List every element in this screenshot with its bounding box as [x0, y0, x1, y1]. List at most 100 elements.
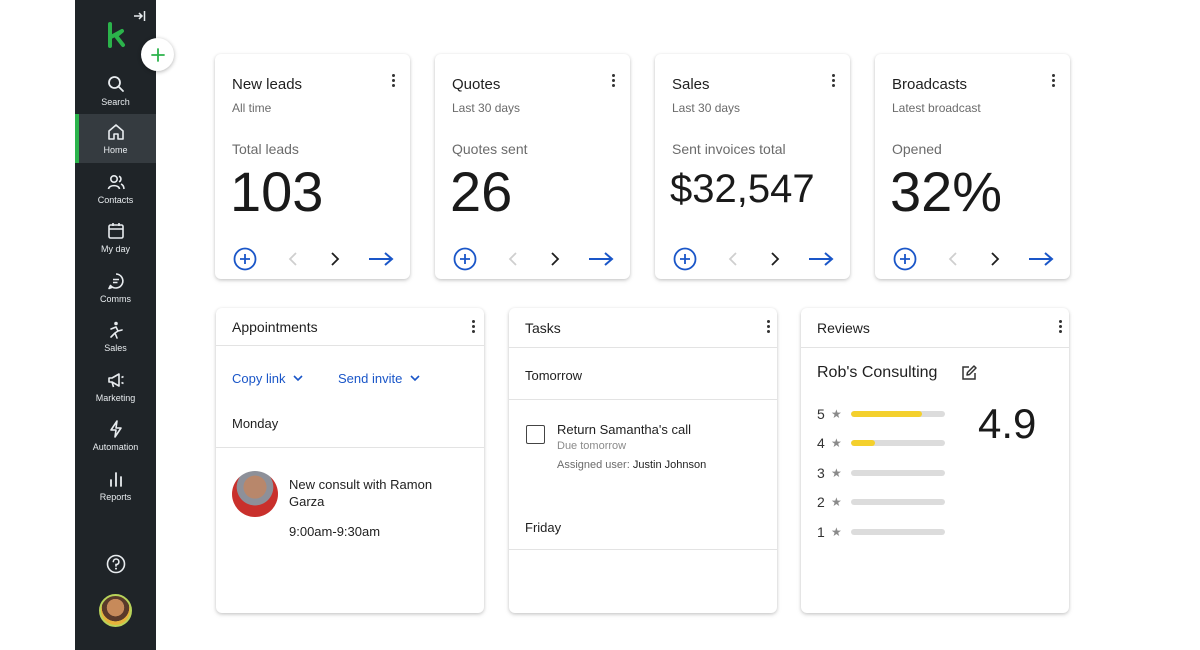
logo-icon[interactable]	[107, 22, 127, 48]
next-button[interactable]	[987, 246, 1003, 272]
chevron-left-icon	[508, 252, 517, 266]
plus-icon	[150, 47, 165, 62]
home-icon	[107, 124, 124, 140]
metric-value: $32,547	[670, 167, 815, 211]
card-subtitle: All time	[232, 101, 272, 115]
card-menu-icon[interactable]	[1050, 72, 1056, 90]
add-new-button[interactable]	[141, 38, 174, 71]
add-circle-button[interactable]	[672, 246, 698, 272]
calendar-icon	[107, 223, 124, 239]
open-arrow-button[interactable]	[807, 246, 835, 272]
star-icon: ★	[831, 525, 842, 539]
sidebar-item-comms[interactable]: Comms	[75, 263, 156, 312]
card-menu-icon[interactable]	[765, 318, 771, 336]
task-checkbox[interactable]	[526, 425, 545, 444]
tasks-card: Tasks Tomorrow Return Samantha's call Du…	[509, 308, 777, 613]
sidebar-item-label: My day	[100, 244, 130, 254]
prev-button[interactable]	[945, 246, 961, 272]
sales-card: Sales Last 30 days Sent invoices total $…	[655, 54, 850, 279]
next-button[interactable]	[767, 246, 783, 272]
average-rating: 4.9	[978, 400, 1037, 447]
arrow-right-icon	[589, 252, 614, 266]
rating-bar	[851, 529, 945, 535]
sidebar-item-reports[interactable]: Reports	[75, 461, 156, 510]
metric-value: 26	[450, 160, 513, 223]
prev-button[interactable]	[725, 246, 741, 272]
add-circle-button[interactable]	[232, 246, 258, 272]
sidebar-item-label: Home	[103, 145, 128, 155]
sidebar-item-sales[interactable]: Sales	[75, 312, 156, 361]
sidebar-item-label: Automation	[92, 442, 139, 452]
contact-avatar	[232, 471, 278, 517]
chevron-down-icon	[410, 375, 420, 382]
sidebar-item-my-day[interactable]: My day	[75, 213, 156, 262]
prev-button[interactable]	[285, 246, 301, 272]
sidebar-item-marketing[interactable]: Marketing	[75, 362, 156, 411]
card-header: Tasks	[509, 308, 777, 348]
reviews-card: Reviews Rob's Consulting 5 ★ 4 ★ 3 ★ 2 ★	[801, 308, 1069, 613]
business-name: Rob's Consulting	[817, 364, 938, 381]
day-section: Friday	[509, 502, 777, 550]
appointment-title[interactable]: New consult with Ramon Garza	[289, 477, 433, 509]
star-icon: ★	[831, 495, 842, 509]
sidebar-item-contacts[interactable]: Contacts	[75, 164, 156, 213]
send-invite-button[interactable]: Send invite	[338, 371, 420, 386]
card-menu-icon[interactable]	[390, 72, 396, 90]
task-title[interactable]: Return Samantha's call	[557, 422, 691, 437]
copy-link-label: Copy link	[232, 371, 286, 386]
rating-stars-count: 1	[817, 524, 825, 540]
card-menu-icon[interactable]	[830, 72, 836, 90]
rating-bar	[851, 411, 945, 417]
rating-bar-fill	[851, 411, 922, 417]
arrow-right-icon	[809, 252, 834, 266]
sidebar-item-automation[interactable]: Automation	[75, 411, 156, 460]
rating-row: 1 ★	[817, 524, 945, 540]
prev-button[interactable]	[505, 246, 521, 272]
add-circle-icon	[893, 247, 917, 271]
sidebar: Search Home Contacts My day	[75, 0, 156, 650]
day-label: Friday	[525, 520, 562, 535]
appointment-time: 9:00am-9:30am	[289, 524, 381, 539]
copy-link-button[interactable]: Copy link	[232, 371, 304, 386]
rating-bar	[851, 470, 945, 476]
add-circle-button[interactable]	[452, 246, 478, 272]
user-avatar[interactable]	[99, 594, 132, 627]
chevron-right-icon	[771, 252, 780, 266]
card-menu-icon[interactable]	[470, 318, 476, 336]
card-menu-icon[interactable]	[1057, 318, 1063, 336]
rating-row: 2 ★	[817, 494, 945, 510]
bolt-icon	[109, 420, 122, 438]
card-title: Reviews	[817, 320, 870, 336]
open-arrow-button[interactable]	[367, 246, 395, 272]
help-icon[interactable]	[105, 553, 127, 575]
task-assigned: Assigned user: Justin Johnson	[557, 459, 706, 471]
chevron-right-icon	[551, 252, 560, 266]
open-arrow-button[interactable]	[1027, 246, 1055, 272]
broadcasts-card: Broadcasts Latest broadcast Opened 32%	[875, 54, 1070, 279]
add-circle-icon	[453, 247, 477, 271]
chevron-left-icon	[288, 252, 297, 266]
next-button[interactable]	[327, 246, 343, 272]
quotes-card: Quotes Last 30 days Quotes sent 26	[435, 54, 630, 279]
card-header: Reviews	[801, 308, 1069, 348]
edit-icon[interactable]	[960, 364, 978, 382]
sidebar-item-home[interactable]: Home	[75, 114, 156, 163]
star-icon: ★	[831, 466, 842, 480]
metric-value: 32%	[890, 160, 1003, 223]
send-invite-label: Send invite	[338, 371, 403, 386]
add-circle-button[interactable]	[892, 246, 918, 272]
next-button[interactable]	[547, 246, 563, 272]
open-arrow-button[interactable]	[587, 246, 615, 272]
card-menu-icon[interactable]	[610, 72, 616, 90]
add-circle-icon	[673, 247, 697, 271]
sidebar-item-search[interactable]: Search	[75, 66, 156, 115]
contacts-icon	[107, 174, 125, 190]
chat-icon	[107, 273, 124, 290]
rating-stars-count: 5	[817, 406, 825, 422]
day-label: Monday	[232, 416, 279, 431]
search-icon	[107, 76, 124, 92]
metric-label: Total leads	[232, 141, 299, 157]
chevron-left-icon	[728, 252, 737, 266]
collapse-sidebar-icon[interactable]	[131, 8, 147, 24]
